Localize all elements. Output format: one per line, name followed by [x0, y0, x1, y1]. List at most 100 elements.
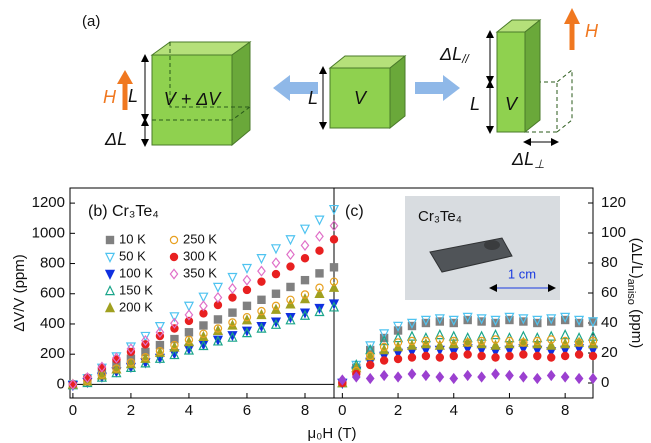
delta-sub: ⊥ — [534, 157, 544, 171]
marker — [436, 372, 443, 381]
marker — [330, 264, 337, 271]
y-tick-label: 800 — [40, 255, 65, 272]
legend-label: 50 K — [119, 248, 146, 263]
y-tick-label: 200 — [40, 345, 65, 362]
panel-label: (b) Cr₃Te₄ — [88, 203, 159, 220]
marker — [464, 351, 471, 358]
y-tick-label: 80 — [601, 254, 618, 271]
delta-sub: // — [461, 52, 470, 66]
marker — [229, 294, 236, 301]
marker — [258, 296, 265, 303]
marker — [185, 317, 192, 324]
marker — [170, 269, 177, 278]
x-tick-label: 8 — [301, 402, 309, 419]
figure: (a) H L V + ΔV ΔL L V H — [0, 0, 651, 443]
legend-label: 200 K — [119, 299, 153, 314]
marker — [450, 374, 457, 383]
marker — [394, 372, 401, 381]
marker — [229, 309, 236, 316]
field-label: H — [103, 87, 117, 107]
marker — [214, 283, 222, 291]
marker — [464, 371, 471, 380]
marker — [229, 284, 236, 293]
marker — [258, 278, 265, 285]
marker — [199, 293, 207, 301]
marker — [394, 355, 401, 362]
marker — [562, 352, 569, 359]
y-tick-label: 0 — [57, 375, 65, 392]
marker — [520, 372, 527, 381]
prism-side — [525, 20, 540, 132]
marker — [367, 361, 374, 368]
x-tick-label: 0 — [338, 402, 346, 419]
marker — [301, 277, 308, 284]
marker — [478, 372, 485, 381]
marker — [316, 232, 323, 241]
x-tick-label: 4 — [185, 402, 193, 419]
y-tick-label: 60 — [601, 284, 618, 301]
y2-axis-label: (ΔL/L)aniso (ppm) — [625, 238, 645, 349]
length-label: L — [308, 88, 318, 108]
marker — [575, 374, 582, 383]
legend-label: 250 K — [183, 231, 217, 246]
volume-label: V + ΔV — [164, 89, 223, 109]
scale-label: 1 cm — [508, 266, 536, 281]
x-tick-label: 0 — [69, 402, 77, 419]
marker — [243, 302, 250, 309]
marker — [243, 286, 250, 293]
marker — [170, 236, 177, 243]
marker — [106, 286, 114, 294]
process-arrow — [415, 75, 460, 101]
legend-label: 100 K — [119, 265, 153, 280]
legend-label: 150 K — [119, 282, 153, 297]
length-label: L — [128, 86, 138, 106]
marker — [506, 352, 513, 359]
diagram: (a) H L V + ΔV ΔL L V H — [82, 8, 599, 171]
marker — [315, 216, 323, 224]
panel-label: (c) — [345, 203, 364, 220]
sample-feature — [484, 240, 500, 250]
marker — [272, 271, 279, 278]
dashed-outline — [557, 70, 572, 132]
marker — [422, 371, 429, 380]
marker — [520, 351, 527, 358]
marker — [408, 354, 415, 361]
marker — [575, 351, 582, 358]
marker — [450, 352, 457, 359]
marker — [492, 354, 499, 361]
marker — [200, 322, 207, 329]
marker — [170, 313, 178, 321]
marker — [562, 372, 569, 381]
marker — [106, 270, 114, 278]
marker — [316, 270, 323, 277]
x-tick-label: 2 — [394, 402, 402, 419]
x-axis-label: μ₀H (T) — [307, 425, 356, 442]
y-tick-label: 40 — [601, 314, 618, 331]
y-tick-label: 20 — [601, 344, 618, 361]
marker — [287, 283, 294, 290]
legend-label: 300 K — [183, 248, 217, 263]
marker — [258, 266, 265, 275]
marker — [272, 245, 280, 253]
field-label: H — [585, 21, 599, 41]
marker — [214, 316, 221, 323]
y-axis-label: ΔV/V (ppm) — [11, 254, 28, 332]
marker — [257, 255, 265, 263]
y-tick-label: 120 — [601, 194, 626, 211]
marker — [534, 352, 541, 359]
marker — [243, 276, 250, 285]
y-tick-label: 600 — [40, 285, 65, 302]
x-tick-label: 4 — [450, 402, 458, 419]
marker — [106, 253, 114, 261]
marker — [492, 369, 499, 378]
marker — [286, 236, 294, 244]
marker — [185, 302, 193, 310]
marker — [367, 374, 374, 383]
marker — [106, 303, 114, 311]
marker — [589, 374, 596, 383]
marker — [272, 290, 279, 297]
panel-label: (a) — [82, 13, 100, 30]
cube-side — [390, 56, 405, 128]
marker — [534, 374, 541, 383]
marker — [228, 274, 236, 282]
